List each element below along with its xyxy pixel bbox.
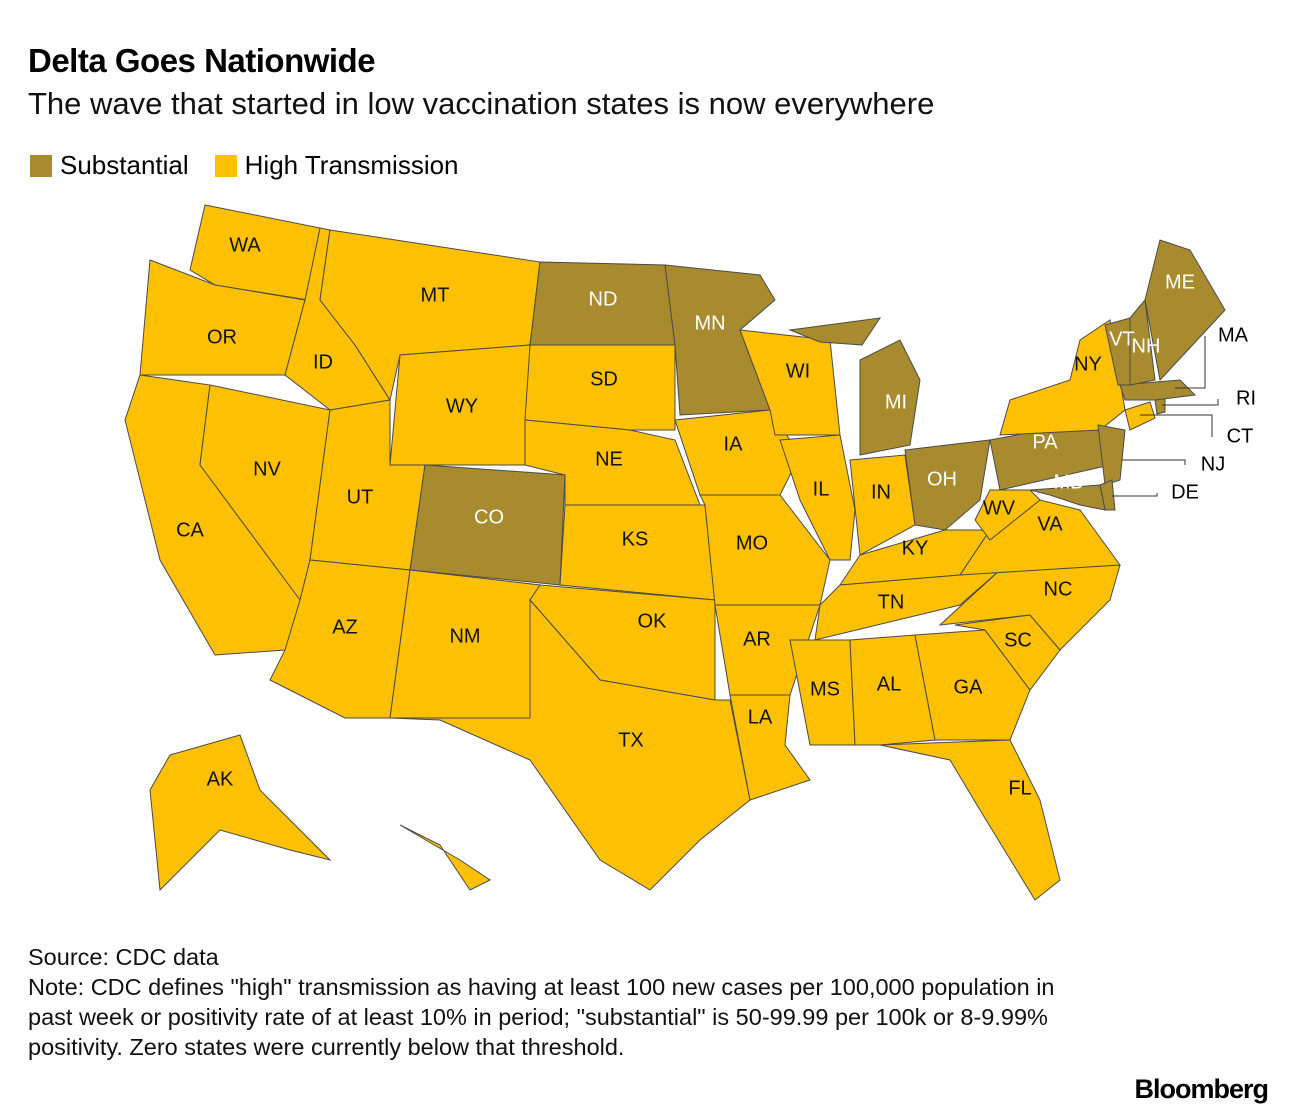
state bbox=[1129, 298, 1156, 386]
footer: Source: CDC data Note: CDC defines "high"… bbox=[28, 942, 1068, 1062]
state bbox=[149, 734, 332, 892]
state-label: NM bbox=[449, 625, 480, 647]
state bbox=[524, 344, 676, 431]
note: Note: CDC defines "high" transmission as… bbox=[28, 974, 1055, 1060]
state-label: RI bbox=[1236, 387, 1256, 409]
state-label: ID bbox=[313, 351, 333, 373]
state-label: IA bbox=[724, 433, 744, 455]
state-label: NE bbox=[595, 448, 623, 470]
state-label: WV bbox=[983, 497, 1016, 519]
state-label: NY bbox=[1074, 353, 1102, 375]
state-label: TN bbox=[878, 591, 905, 613]
legend: Substantial High Transmission bbox=[30, 150, 459, 181]
state bbox=[674, 409, 801, 496]
state-label: MA bbox=[1218, 324, 1249, 346]
state-label: WY bbox=[446, 395, 478, 417]
state bbox=[729, 694, 811, 801]
state-label: NV bbox=[253, 458, 281, 480]
source: Source: CDC data bbox=[28, 944, 219, 970]
state-label: OK bbox=[638, 610, 668, 632]
state-label: ND bbox=[589, 288, 618, 310]
state-label: VT bbox=[1109, 328, 1135, 350]
state-label: MO bbox=[736, 532, 768, 554]
state-label: DE bbox=[1171, 481, 1199, 503]
state-label: IN bbox=[871, 481, 891, 503]
state-label: AK bbox=[207, 768, 234, 790]
state-label: AL bbox=[877, 673, 901, 695]
title: Delta Goes Nationwide bbox=[28, 42, 376, 79]
state bbox=[904, 439, 991, 531]
state-label: OR bbox=[207, 326, 237, 348]
state-label: GA bbox=[954, 676, 984, 698]
state bbox=[859, 339, 921, 456]
state bbox=[1124, 401, 1156, 431]
legend-label: Substantial bbox=[60, 150, 189, 180]
state bbox=[399, 824, 491, 891]
state-label: WA bbox=[229, 234, 261, 256]
legend-label: High Transmission bbox=[244, 150, 459, 180]
state-label: NH bbox=[1132, 335, 1161, 357]
subtitle: The wave that started in low vaccination… bbox=[28, 86, 935, 121]
state-label: AR bbox=[743, 628, 771, 650]
state bbox=[779, 434, 856, 561]
state-label: MI bbox=[885, 391, 907, 413]
state-label: CT bbox=[1227, 425, 1254, 447]
state-label: PA bbox=[1032, 431, 1058, 453]
state bbox=[879, 739, 1061, 901]
state-label: NC bbox=[1044, 578, 1073, 600]
state-label: KS bbox=[622, 528, 649, 550]
state bbox=[974, 489, 1041, 541]
state-label: MS bbox=[810, 678, 840, 700]
state-label: CA bbox=[176, 519, 204, 541]
state-label: KY bbox=[902, 537, 929, 559]
state-label: TX bbox=[618, 729, 644, 751]
state bbox=[1144, 239, 1226, 382]
leader-line bbox=[1112, 493, 1158, 497]
legend-swatch bbox=[214, 154, 237, 177]
brand: Bloomberg bbox=[1134, 1074, 1269, 1104]
state-label: CO bbox=[474, 506, 504, 528]
state bbox=[1029, 484, 1106, 511]
state bbox=[1154, 397, 1166, 415]
state bbox=[1119, 379, 1197, 401]
state-label: MD bbox=[1053, 471, 1084, 493]
state-label: MN bbox=[694, 312, 725, 334]
state-label: IL bbox=[813, 478, 830, 500]
legend-item: High Transmission bbox=[214, 150, 459, 181]
leader-line bbox=[1140, 414, 1213, 437]
state-label: AZ bbox=[332, 616, 358, 638]
map: WA OR CA NV ID MT WY UT CO AZ NM ND SD NE KS OK TX MN IA MO… bbox=[124, 204, 1256, 901]
state-label: NJ bbox=[1201, 453, 1225, 475]
legend-item: Substantial bbox=[30, 150, 189, 181]
state bbox=[849, 634, 936, 746]
state-part bbox=[788, 317, 882, 346]
state-label: UT bbox=[347, 486, 374, 508]
state-label: SC bbox=[1004, 629, 1032, 651]
state-label: WI bbox=[786, 360, 810, 382]
state-label: OH bbox=[927, 468, 957, 490]
legend-swatch bbox=[30, 154, 52, 177]
state-label: MT bbox=[421, 284, 450, 306]
state-label: ME bbox=[1165, 271, 1195, 293]
state-label: FL bbox=[1008, 777, 1031, 799]
leader-line bbox=[1122, 459, 1186, 465]
state-label: VA bbox=[1037, 513, 1063, 535]
state bbox=[559, 504, 716, 601]
state bbox=[999, 319, 1126, 436]
state-label: SD bbox=[590, 368, 618, 390]
leader-line bbox=[1175, 336, 1206, 389]
leader-line bbox=[1162, 399, 1219, 406]
state-label: LA bbox=[748, 706, 773, 728]
state bbox=[1097, 424, 1126, 486]
state bbox=[389, 598, 751, 891]
state bbox=[914, 629, 1031, 741]
